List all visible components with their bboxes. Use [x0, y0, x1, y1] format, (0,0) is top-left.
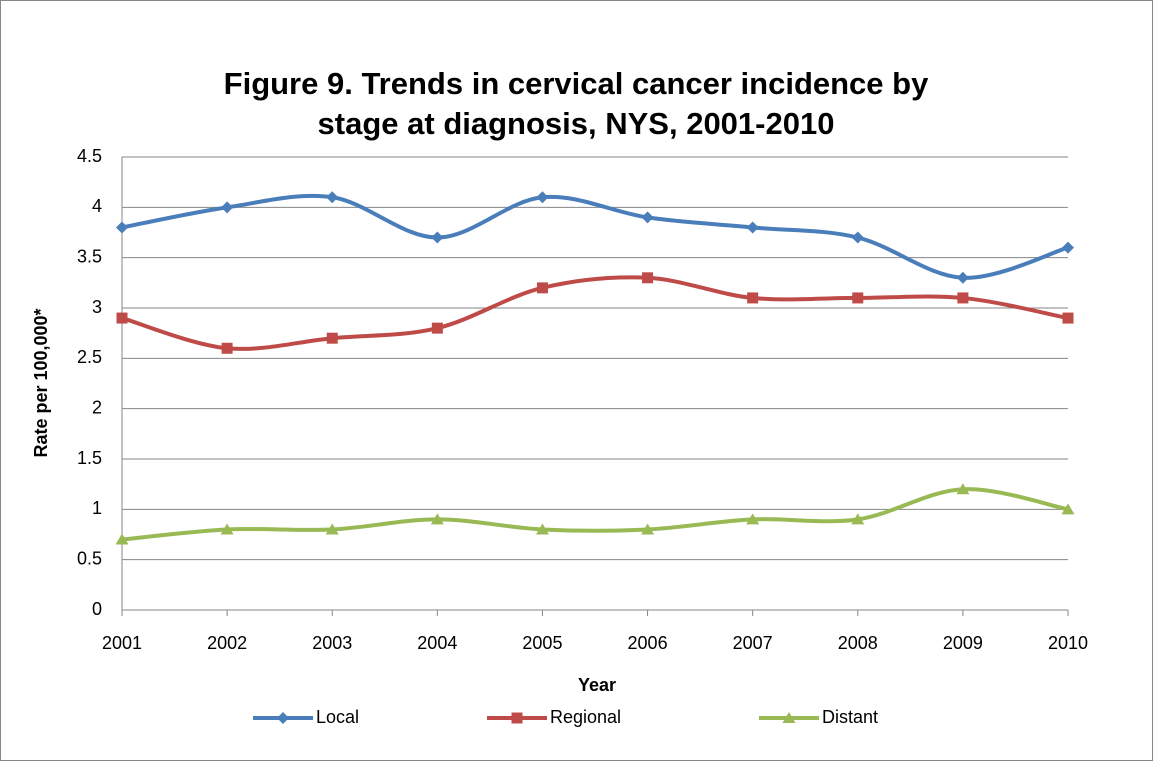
y-tick-label: 3.5: [77, 246, 102, 266]
y-tick-label: 1.5: [77, 448, 102, 468]
chart-title: Figure 9. Trends in cervical cancer inci…: [223, 66, 929, 141]
marker: [326, 332, 338, 344]
marker: [852, 292, 864, 304]
x-tick-label: 2006: [628, 633, 668, 653]
legend-label: Regional: [550, 707, 621, 727]
x-tick-label: 2005: [522, 633, 562, 653]
marker: [431, 231, 444, 244]
marker: [1062, 312, 1074, 324]
y-tick-label: 2: [92, 397, 102, 417]
marker: [747, 292, 759, 304]
x-tick-label: 2003: [312, 633, 352, 653]
marker: [221, 342, 233, 354]
x-tick-label: 2009: [943, 633, 983, 653]
marker: [1062, 241, 1074, 254]
marker: [746, 513, 760, 525]
marker: [746, 221, 759, 234]
x-tick-label: 2002: [207, 633, 247, 653]
marker: [430, 513, 444, 525]
series-line: [121, 275, 1069, 351]
series-line: [121, 487, 1069, 542]
marker: [116, 312, 128, 324]
x-tick-label: 2007: [733, 633, 773, 653]
legend-marker: [277, 712, 289, 724]
y-tick-label: 0.5: [77, 548, 102, 568]
marker: [957, 292, 969, 304]
marker: [641, 211, 654, 224]
marker: [851, 231, 864, 244]
x-axis-title: Year: [578, 675, 616, 695]
y-axis-title: Rate per 100,000*: [31, 308, 51, 457]
marker: [851, 513, 865, 525]
y-tick-label: 2.5: [77, 347, 102, 367]
marker: [220, 523, 234, 535]
x-tick-label: 2010: [1048, 633, 1088, 653]
marker: [641, 523, 655, 535]
y-tick-label: 4.5: [77, 146, 102, 166]
y-tick-label: 1: [92, 498, 102, 518]
marker: [115, 533, 129, 545]
x-tick-label: 2008: [838, 633, 878, 653]
y-tick-label: 0: [92, 599, 102, 619]
series-line: [121, 193, 1069, 280]
marker: [956, 483, 970, 495]
marker: [956, 271, 969, 284]
marker: [431, 322, 443, 334]
marker: [325, 523, 339, 535]
marker: [536, 282, 548, 294]
marker: [1061, 503, 1075, 515]
x-tick-label: 2004: [417, 633, 457, 653]
x-tick-label: 2001: [102, 633, 142, 653]
legend-label: Local: [316, 707, 359, 727]
y-tick-label: 3: [92, 297, 102, 317]
legend-marker: [782, 712, 796, 723]
marker: [326, 191, 339, 204]
marker: [642, 272, 654, 284]
marker: [221, 201, 234, 214]
marker: [116, 221, 128, 234]
marker: [536, 191, 549, 204]
legend-label: Distant: [822, 707, 878, 727]
y-tick-label: 4: [92, 196, 102, 216]
marker: [535, 523, 549, 535]
legend-marker: [511, 712, 523, 724]
